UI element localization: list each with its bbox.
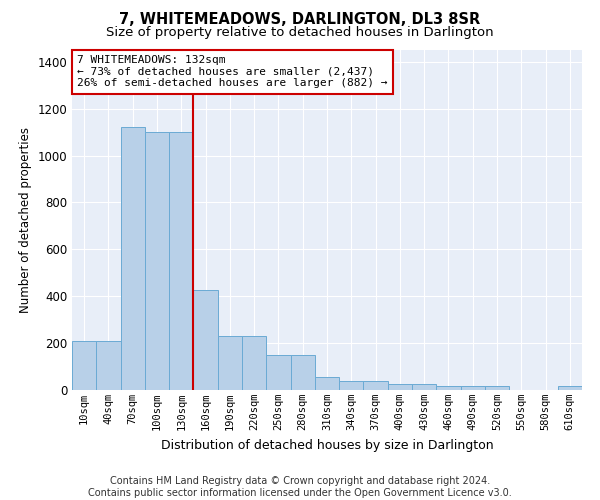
Bar: [242, 336, 266, 390]
Bar: [193, 290, 218, 390]
Bar: [218, 336, 242, 390]
Bar: [169, 132, 193, 390]
Bar: [436, 386, 461, 390]
Text: Size of property relative to detached houses in Darlington: Size of property relative to detached ho…: [106, 26, 494, 39]
Bar: [315, 376, 339, 390]
Bar: [461, 386, 485, 390]
X-axis label: Distribution of detached houses by size in Darlington: Distribution of detached houses by size …: [161, 438, 493, 452]
Bar: [412, 384, 436, 390]
Bar: [96, 341, 121, 390]
Bar: [145, 132, 169, 390]
Bar: [558, 386, 582, 390]
Bar: [72, 342, 96, 390]
Bar: [339, 380, 364, 390]
Bar: [364, 382, 388, 390]
Text: 7, WHITEMEADOWS, DARLINGTON, DL3 8SR: 7, WHITEMEADOWS, DARLINGTON, DL3 8SR: [119, 12, 481, 28]
Bar: [266, 356, 290, 390]
Bar: [290, 356, 315, 390]
Text: 7 WHITEMEADOWS: 132sqm
← 73% of detached houses are smaller (2,437)
26% of semi-: 7 WHITEMEADOWS: 132sqm ← 73% of detached…: [77, 55, 388, 88]
Bar: [121, 128, 145, 390]
Y-axis label: Number of detached properties: Number of detached properties: [19, 127, 32, 313]
Text: Contains HM Land Registry data © Crown copyright and database right 2024.
Contai: Contains HM Land Registry data © Crown c…: [88, 476, 512, 498]
Bar: [485, 386, 509, 390]
Bar: [388, 384, 412, 390]
